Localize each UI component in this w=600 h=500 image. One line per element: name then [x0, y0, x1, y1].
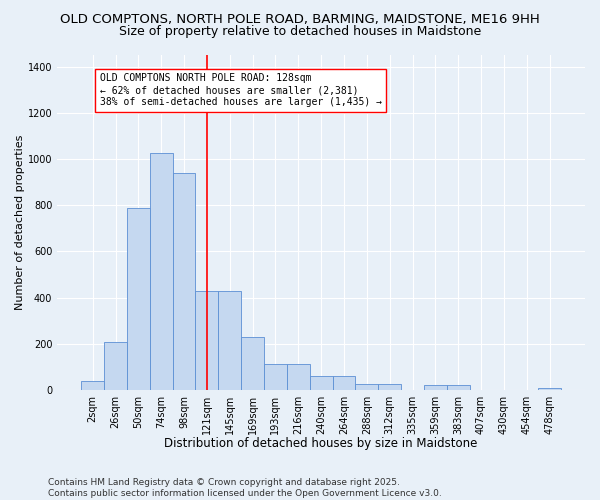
Text: OLD COMPTONS NORTH POLE ROAD: 128sqm
← 62% of detached houses are smaller (2,381: OLD COMPTONS NORTH POLE ROAD: 128sqm ← 6… [100, 74, 382, 106]
Bar [218, 290, 241, 390]
Bar [332, 376, 355, 390]
Bar [310, 376, 332, 390]
Bar [104, 342, 127, 390]
Bar [196, 290, 218, 390]
Bar [127, 208, 150, 390]
Bar [355, 384, 378, 390]
Bar [173, 173, 196, 390]
Bar [538, 388, 561, 390]
Text: Contains HM Land Registry data © Crown copyright and database right 2025.
Contai: Contains HM Land Registry data © Crown c… [48, 478, 442, 498]
Bar [287, 364, 310, 390]
Bar [424, 386, 447, 390]
Bar [150, 153, 173, 390]
Y-axis label: Number of detached properties: Number of detached properties [15, 135, 25, 310]
Bar [264, 364, 287, 390]
Bar [241, 337, 264, 390]
Bar [447, 386, 470, 390]
X-axis label: Distribution of detached houses by size in Maidstone: Distribution of detached houses by size … [164, 437, 478, 450]
Text: OLD COMPTONS, NORTH POLE ROAD, BARMING, MAIDSTONE, ME16 9HH: OLD COMPTONS, NORTH POLE ROAD, BARMING, … [60, 12, 540, 26]
Bar [81, 381, 104, 390]
Bar [378, 384, 401, 390]
Text: Size of property relative to detached houses in Maidstone: Size of property relative to detached ho… [119, 25, 481, 38]
